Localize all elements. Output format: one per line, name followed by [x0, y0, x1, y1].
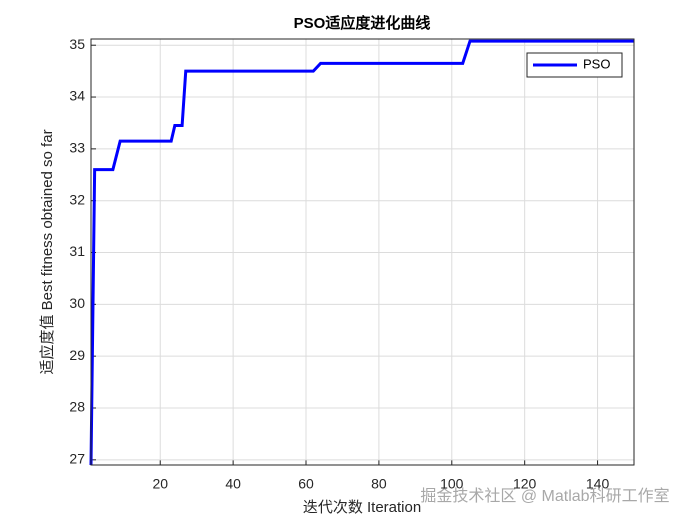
x-axis-label: 迭代次数 Iteration	[303, 499, 421, 516]
x-tick-label: 80	[371, 476, 387, 492]
x-tick-label: 140	[586, 476, 610, 492]
chart-title: PSO适应度进化曲线	[294, 14, 431, 32]
y-tick-label: 30	[69, 295, 85, 311]
data-line	[89, 39, 634, 466]
y-tick-label: 28	[69, 399, 85, 415]
legend-label: PSO	[583, 56, 610, 71]
y-tick-label: 29	[69, 347, 85, 363]
x-tick-label: 60	[298, 476, 314, 492]
watermark: 掘金技术社区 @ Matlab科研工作室	[420, 487, 669, 505]
x-tick-label: 40	[225, 476, 241, 492]
y-tick-label: 33	[69, 140, 85, 156]
x-tick-label: 120	[513, 476, 537, 492]
y-tick-label: 27	[69, 451, 85, 467]
y-axis-label: 适应度值 Best fitness obtained so far	[38, 129, 56, 374]
x-tick-label: 100	[440, 476, 464, 492]
y-tick-label: 31	[69, 243, 85, 259]
y-tick-label: 32	[69, 191, 85, 207]
x-tick-label: 20	[152, 476, 168, 492]
plot-frame	[90, 38, 635, 466]
y-tick-label: 34	[69, 88, 85, 104]
y-tick-label: 35	[69, 36, 85, 52]
